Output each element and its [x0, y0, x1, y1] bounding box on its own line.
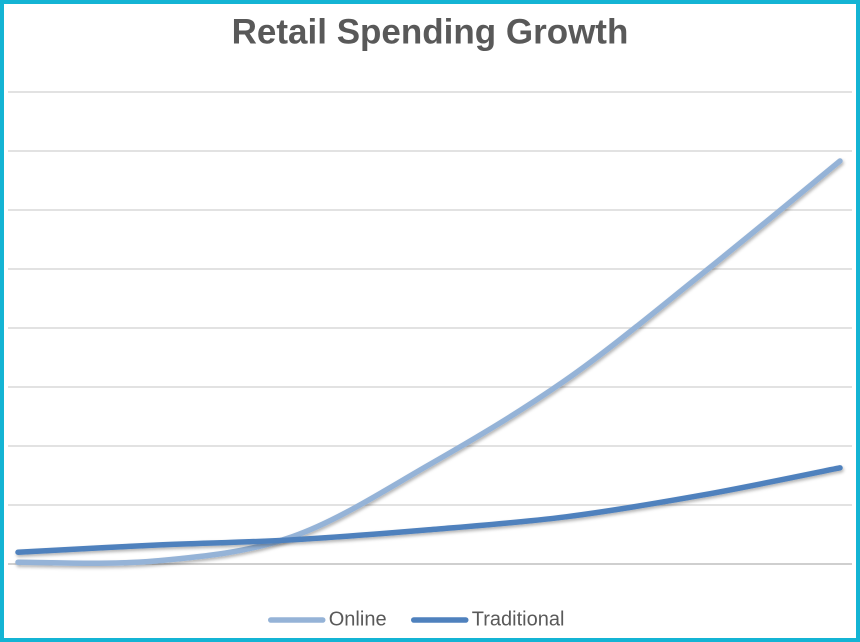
- chart-title: Retail Spending Growth: [232, 12, 629, 51]
- series-line: [15, 465, 843, 555]
- legend-label: Online: [329, 608, 387, 630]
- legend-label: Traditional: [472, 608, 565, 630]
- series-line: [15, 158, 843, 566]
